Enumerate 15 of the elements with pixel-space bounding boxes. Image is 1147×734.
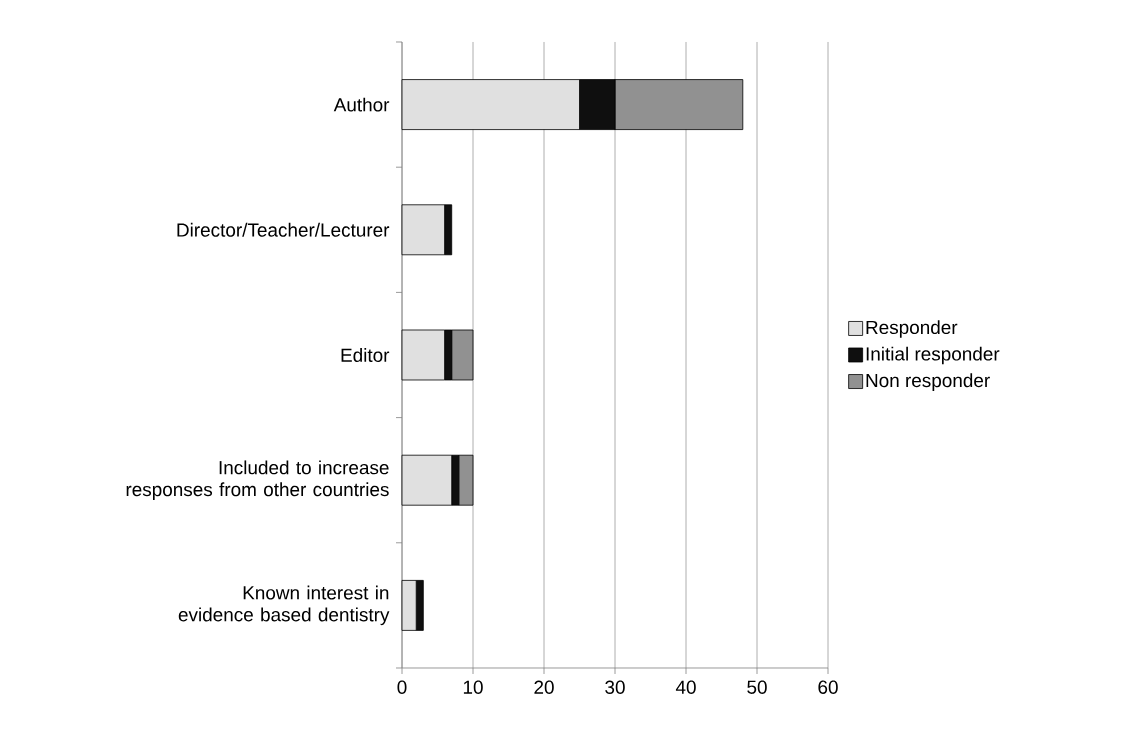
legend-label: Initial responder [866,346,1000,365]
y-tick-label: Included to increase responses from other countries [126,460,389,500]
x-tick-label: 60 [818,680,838,694]
legend-label: Non responder [866,373,990,391]
x-tick-label: 0 [397,680,407,694]
x-tick-label: 30 [605,680,625,694]
x-tick-label: 20 [534,680,554,694]
x-tick-label: 40 [675,680,696,694]
legend-label: Responder [866,320,958,338]
y-tick-label: Author [333,97,390,112]
y-tick-label: Known interest in evidence based dentistry [178,585,390,626]
x-tick-label: 10 [463,680,483,694]
x-tick-label: 50 [747,680,767,694]
y-tick-label: Editor [341,348,390,362]
y-tick-label: Director/Teacher/Lecturer [177,222,390,237]
